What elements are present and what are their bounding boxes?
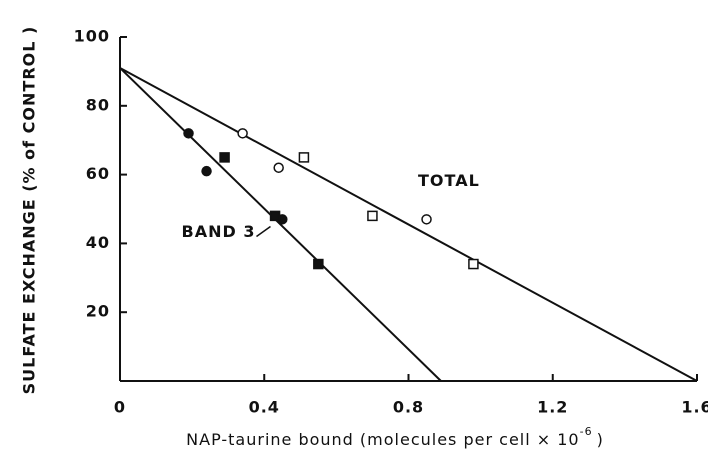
x-axis-label: NAP-taurine bound (molecules per cell × … <box>186 425 604 449</box>
point <box>219 152 230 163</box>
y-tick-label: 20 <box>86 302 110 321</box>
x-tick-label: 1.6 <box>681 398 708 417</box>
y-tick-label: 80 <box>86 95 110 114</box>
point <box>313 258 324 270</box>
fit-line <box>119 67 698 382</box>
point <box>468 258 479 270</box>
line-label: TOTAL <box>418 171 480 190</box>
point <box>201 165 212 177</box>
y-tick-label: 40 <box>86 233 110 252</box>
x-axis-label-close: ) <box>597 430 604 449</box>
point <box>237 128 248 139</box>
point <box>298 152 310 163</box>
point <box>367 210 378 222</box>
x-tick-label: 0.8 <box>393 398 424 417</box>
y-tick-label: 100 <box>74 27 110 46</box>
x-axis-label-text: NAP-taurine bound (molecules per cell × … <box>186 430 579 449</box>
line-label: BAND 3 <box>182 222 256 241</box>
point <box>421 214 432 225</box>
y-axis-label: SULFATE EXCHANGE (% of CONTROL ) <box>20 26 39 395</box>
fit-line <box>119 67 442 382</box>
point <box>273 162 284 173</box>
x-tick-label: 0.4 <box>249 398 280 417</box>
point <box>269 210 281 222</box>
x-axis-label-exponent: -6 <box>580 425 593 438</box>
point <box>183 128 194 139</box>
x-tick-label: 0 <box>114 398 126 417</box>
label-leader <box>256 225 271 238</box>
y-tick-label: 60 <box>86 164 110 183</box>
x-tick-label: 1.2 <box>537 398 568 417</box>
